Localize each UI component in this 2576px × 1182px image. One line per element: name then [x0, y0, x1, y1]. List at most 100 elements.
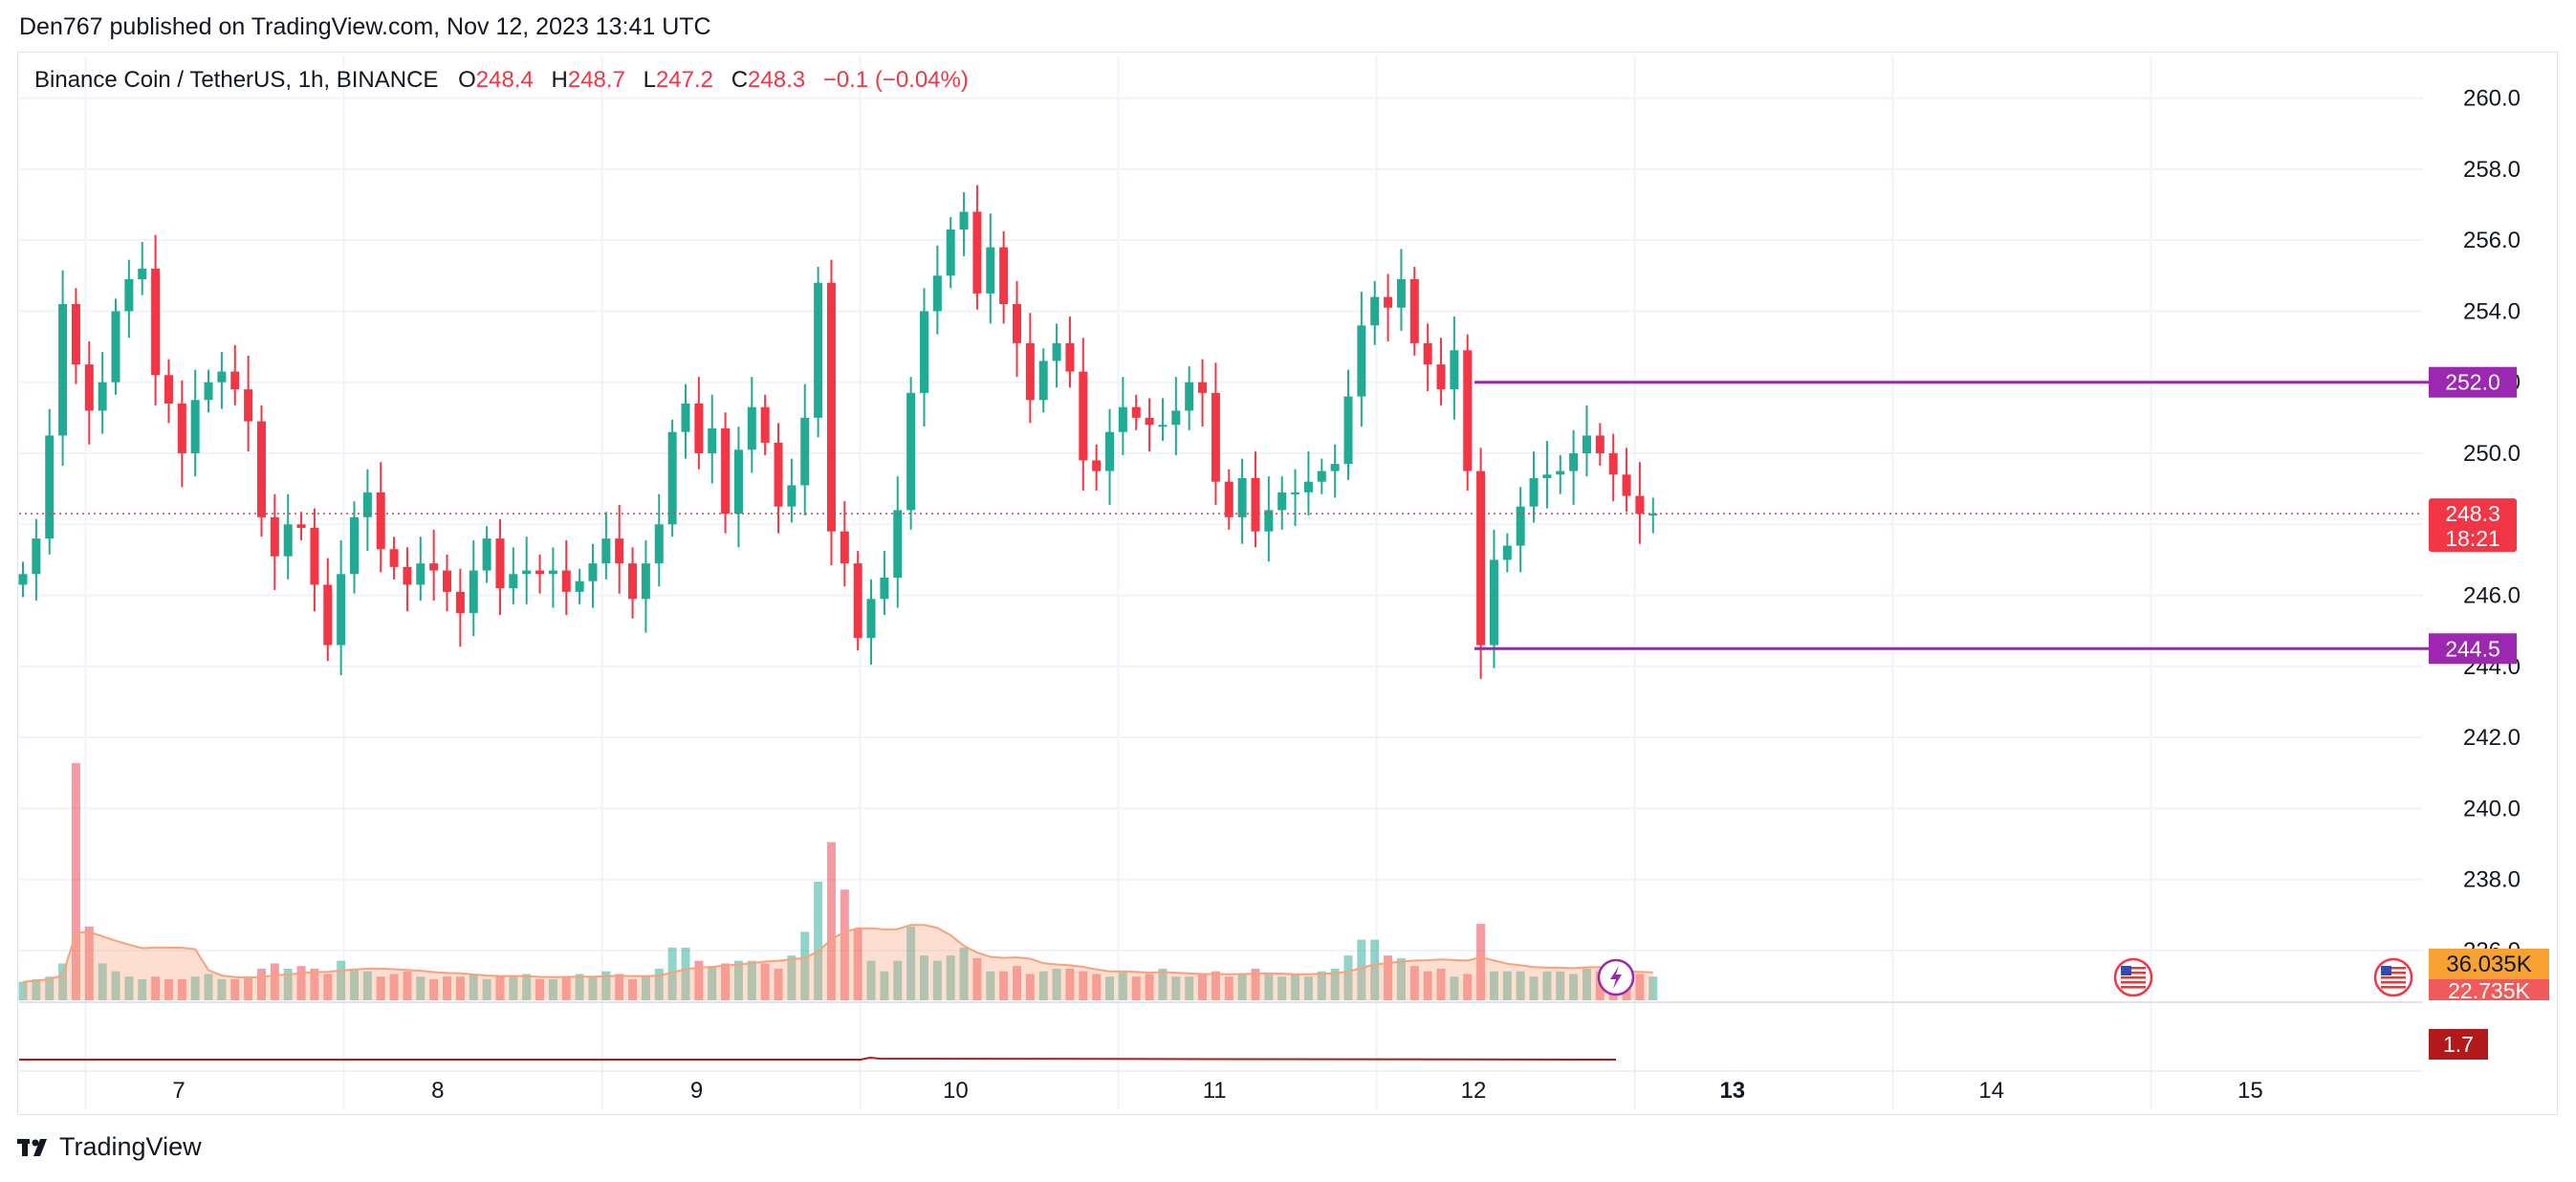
flag-stripe: [2121, 967, 2146, 970]
level-tag: [2429, 366, 2517, 398]
price-tick-label: 240.0: [2463, 796, 2521, 821]
candle-body: [1198, 382, 1208, 393]
time-tick-label: 12: [1461, 1078, 1487, 1104]
volume-bar: [296, 966, 306, 1000]
candle-body: [429, 563, 439, 571]
candle-body: [389, 549, 399, 567]
volume-bar: [946, 955, 955, 1000]
price-tick-label: 256.0: [2463, 228, 2521, 253]
candle-body: [443, 570, 452, 592]
candle-body: [1622, 474, 1631, 496]
candle-body: [681, 404, 690, 432]
candle-body: [1185, 382, 1194, 411]
volume-bar: [1516, 971, 1525, 1000]
chart-frame[interactable]: [17, 52, 2558, 1115]
candle-body: [986, 247, 995, 294]
candle-body: [601, 538, 611, 564]
candle-body: [32, 538, 41, 575]
volume-bar: [919, 955, 928, 1000]
volume-bar: [906, 926, 916, 1000]
flag-stripe: [2121, 986, 2146, 989]
candle-body: [1582, 435, 1591, 453]
volume-bar: [760, 963, 770, 1000]
candle-body: [45, 435, 55, 539]
volume-bar: [747, 960, 756, 1000]
candle-body: [1065, 342, 1075, 372]
volume-bar: [1105, 976, 1115, 1000]
price-axis[interactable]: 260.0258.0256.0254.0252.0250.0246.0244.0…: [2429, 86, 2549, 1060]
legend-low-value: 247.2: [655, 67, 714, 93]
volume-bar: [667, 947, 677, 1000]
price-tick-label: 246.0: [2463, 583, 2521, 609]
legend-open-value: 248.4: [475, 67, 534, 93]
candle-body: [1171, 410, 1181, 426]
time-tick-label: 15: [2238, 1078, 2263, 1104]
volume-bar: [522, 974, 532, 1000]
candle-body: [270, 516, 279, 557]
volume-tag: [2429, 979, 2549, 1000]
level-tag: [2429, 633, 2517, 665]
volume-bar: [256, 968, 266, 1000]
time-tick-label: 7: [172, 1078, 185, 1104]
candle-body: [972, 211, 982, 294]
volume-bar: [1582, 968, 1591, 1000]
volume-bar: [1303, 976, 1313, 1000]
candle-body: [337, 574, 346, 646]
legend-symbol[interactable]: Binance Coin / TetherUS, 1h, BINANCE: [34, 67, 439, 93]
candle-body: [787, 485, 797, 507]
candle-body: [350, 516, 359, 575]
volume-bar: [1118, 971, 1127, 1000]
volume-bar: [429, 978, 439, 1000]
candle-body: [1092, 460, 1102, 471]
level-tag-label: 252.0: [2445, 370, 2500, 395]
candle-body: [561, 570, 571, 592]
volume-bar: [310, 968, 319, 1000]
volume-bar: [270, 963, 279, 1000]
horizontal-levels[interactable]: [1474, 381, 2429, 650]
price-tick-label: 242.0: [2463, 725, 2521, 751]
time-axis[interactable]: 7 8 9 10 11 12 13 14 15: [172, 1078, 2262, 1104]
volume-bar: [1648, 976, 1658, 1000]
volume-bar: [641, 976, 650, 1000]
oscillator-value: 1.7: [2443, 1032, 2474, 1057]
volume-bar: [495, 976, 505, 1000]
volume-bar: [18, 981, 28, 1000]
candle-body: [959, 211, 969, 230]
volume-bar: [880, 971, 889, 1000]
candle-body: [1025, 342, 1035, 401]
candle-body: [204, 382, 213, 401]
volume-bar: [151, 976, 161, 1000]
volume-bar: [416, 976, 426, 1000]
candle-body: [1489, 559, 1498, 646]
volume-bar: [323, 974, 333, 1000]
flag-stripe: [2121, 976, 2146, 979]
footer-brand[interactable]: TradingView: [17, 1132, 202, 1162]
last-price-label: 248.3: [2445, 501, 2500, 526]
volume-bar: [1131, 976, 1141, 1000]
candle-body: [376, 492, 385, 550]
legend-high-value: 248.7: [567, 67, 625, 93]
volume-bar: [932, 960, 942, 1000]
volume-bar: [1277, 976, 1287, 1000]
candle-body: [1038, 361, 1048, 401]
volume-bar: [230, 978, 240, 1000]
candle-body: [1384, 296, 1393, 308]
candle-body: [1211, 392, 1220, 482]
volume-bar: [1185, 976, 1194, 1000]
candle-body: [1291, 492, 1300, 494]
candle-body: [296, 524, 306, 528]
candle-body: [721, 428, 731, 514]
candle-body: [548, 570, 557, 575]
lightning-bolt-icon: [1610, 966, 1622, 989]
legend-high-label: H: [551, 67, 568, 93]
candle-body: [946, 230, 955, 276]
event-icons[interactable]: [1597, 957, 2413, 997]
time-tick-label: 11: [1203, 1078, 1227, 1104]
candle-body: [1343, 396, 1353, 465]
volume-bar: [337, 960, 346, 1000]
candle-body: [694, 404, 704, 453]
candle-body: [800, 417, 810, 486]
legend-open-label: O: [458, 67, 476, 93]
price-tick-label: 260.0: [2463, 86, 2521, 112]
